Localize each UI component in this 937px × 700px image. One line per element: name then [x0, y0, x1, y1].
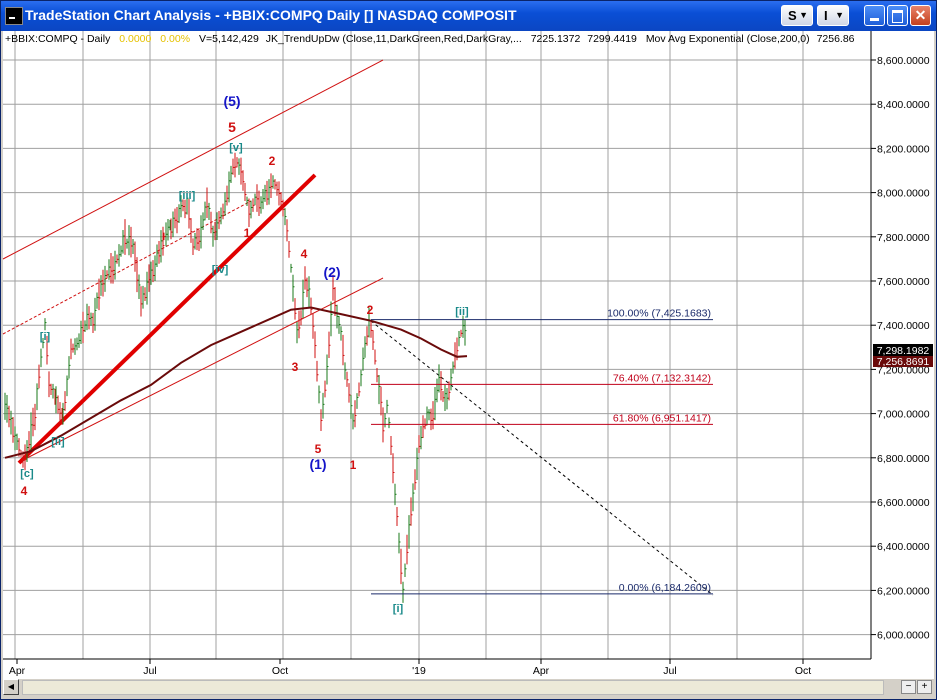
price-tick-label: 8,400.0000: [877, 99, 930, 111]
price-tick-label: 6,000.0000: [877, 630, 930, 642]
price-bars: [4, 152, 467, 603]
horizontal-scrollbar[interactable]: ◀ − +: [3, 679, 933, 695]
change-value: 0.0000: [119, 33, 151, 45]
title-bar[interactable]: TradeStation Chart Analysis - +BBIX:COMP…: [1, 1, 936, 31]
time-tick-label: Jul: [143, 665, 156, 677]
close-icon: ✕: [914, 7, 927, 23]
time-tick-label: Oct: [795, 665, 811, 677]
maximize-button[interactable]: [887, 5, 908, 26]
wave-label: [iii]: [179, 190, 196, 202]
thick-trendline: [17, 173, 317, 465]
zoom-in-button[interactable]: +: [917, 680, 932, 694]
upper-channel-extension: [2, 200, 252, 335]
minimize-icon: [870, 18, 879, 21]
price-tick-label: 8,000.0000: [877, 188, 930, 200]
time-axis: Apr Jul Oct '19 Apr Jul Oct: [9, 659, 811, 677]
wave-label: 2: [269, 154, 276, 168]
maximize-icon: [892, 10, 903, 23]
price-tick-label: 6,400.0000: [877, 541, 930, 553]
wave-label: 1: [244, 226, 251, 240]
change-percent: 0.00%: [160, 33, 190, 45]
zoom-out-button[interactable]: −: [901, 680, 916, 694]
chart-header: +BBIX:COMPQ - Daily 0.0000 0.00% V=5,142…: [5, 33, 855, 45]
fib-level-label: 76.40% (7,132.3142): [613, 372, 711, 384]
chevron-down-icon: ▼: [835, 10, 844, 20]
price-tick-label: 6,800.0000: [877, 453, 930, 465]
time-tick-label: '19: [412, 665, 426, 677]
wave-label: 5: [228, 119, 236, 135]
ma-price-tag: [873, 356, 933, 367]
fib-level-label: 100.00% (7,425.1683): [607, 308, 711, 320]
price-tick-label: 7,600.0000: [877, 276, 930, 288]
chart-grid: [3, 31, 871, 659]
wave-label: [iv]: [212, 264, 229, 276]
time-tick-label: Apr: [9, 665, 26, 677]
chart-background: [3, 31, 934, 679]
price-tick-label: 7,000.0000: [877, 409, 930, 421]
indicator-value-1: 7225.1372: [531, 33, 581, 45]
wave-label: [ii]: [51, 436, 65, 448]
lower-channel-line: [20, 277, 384, 462]
wave-label: 4: [21, 484, 28, 498]
chevron-down-icon: ▼: [799, 10, 808, 20]
dashed-trendline: [370, 320, 714, 596]
price-chart[interactable]: Apr Jul Oct '19 Apr Jul Oct 8,600.0000 8,400.00…: [1, 31, 936, 679]
last-price-label: 7,298.1982: [877, 345, 930, 357]
fib-level-label: 61.80% (6,951.1417): [613, 412, 711, 424]
wave-label: [i]: [40, 331, 51, 343]
wave-label: (5): [223, 93, 240, 109]
wave-label: (1): [309, 456, 326, 472]
wave-label: 3: [292, 360, 299, 374]
price-tick-label: 7,800.0000: [877, 232, 930, 244]
ma-value: 7256.86: [817, 33, 855, 45]
time-tick-label: Jul: [663, 665, 676, 677]
indicator-trend-label: JK_TrendUpDw (Close,11,DarkGreen,Red,Dar…: [266, 33, 522, 45]
price-tick-label: 8,600.0000: [877, 55, 930, 67]
wave-label: 4: [301, 247, 308, 261]
wave-label: [ii]: [455, 306, 469, 318]
wave-label: 2: [367, 303, 374, 317]
price-tick-label: 6,200.0000: [877, 585, 930, 597]
price-tick-label: 8,200.0000: [877, 143, 930, 155]
i-button-label: I: [824, 8, 828, 23]
indicator-ma-label: Mov Avg Exponential (Close,200,0): [646, 33, 810, 45]
wave-label: [i]: [393, 603, 404, 615]
wave-label: (2): [323, 264, 340, 280]
wave-labels: (5) 5 [v] 2 [iii] 1 [iv] 4 (2) 2 [ii] [i] 3 [ii] [c] 4 5…: [20, 93, 469, 615]
volume-value: V=5,142,429: [199, 33, 259, 45]
last-price-tag: [873, 344, 933, 357]
s-dropdown-button[interactable]: S ▼: [781, 5, 813, 26]
scroll-left-button[interactable]: ◀: [3, 679, 19, 695]
price-tick-label: 6,600.0000: [877, 497, 930, 509]
price-axis: 8,600.0000 8,400.0000 8,200.0000 8,000.0000…: [871, 55, 930, 642]
close-button[interactable]: ✕: [910, 5, 931, 26]
upper-channel-line: [2, 59, 384, 260]
window-title: TradeStation Chart Analysis - +BBIX:COMP…: [25, 7, 517, 23]
time-tick-label: Apr: [533, 665, 550, 677]
fib-level-label: 0.00% (6,184.2609): [619, 582, 711, 594]
wave-label: [v]: [229, 142, 243, 154]
minimize-button[interactable]: [864, 5, 885, 26]
moving-average-line: [4, 306, 468, 459]
wave-label: 1: [350, 458, 357, 472]
ma-price-label: 7,256.8691: [877, 356, 930, 368]
app-icon[interactable]: [5, 7, 23, 25]
fibonacci-retracement[interactable]: 100.00% (7,425.1683) 76.40% (7,132.3142) 6…: [371, 308, 713, 595]
scroll-thumb[interactable]: [22, 680, 884, 695]
wave-label: [c]: [20, 468, 34, 480]
s-button-label: S: [788, 8, 797, 23]
price-tick-label: 7,200.0000: [877, 364, 930, 376]
i-dropdown-button[interactable]: I ▼: [817, 5, 849, 26]
indicator-value-2: 7299.4419: [587, 33, 637, 45]
time-tick-label: Oct: [272, 665, 288, 677]
wave-label: 5: [315, 442, 322, 456]
price-tick-label: 7,400.0000: [877, 320, 930, 332]
symbol-label: +BBIX:COMPQ - Daily: [5, 33, 111, 45]
